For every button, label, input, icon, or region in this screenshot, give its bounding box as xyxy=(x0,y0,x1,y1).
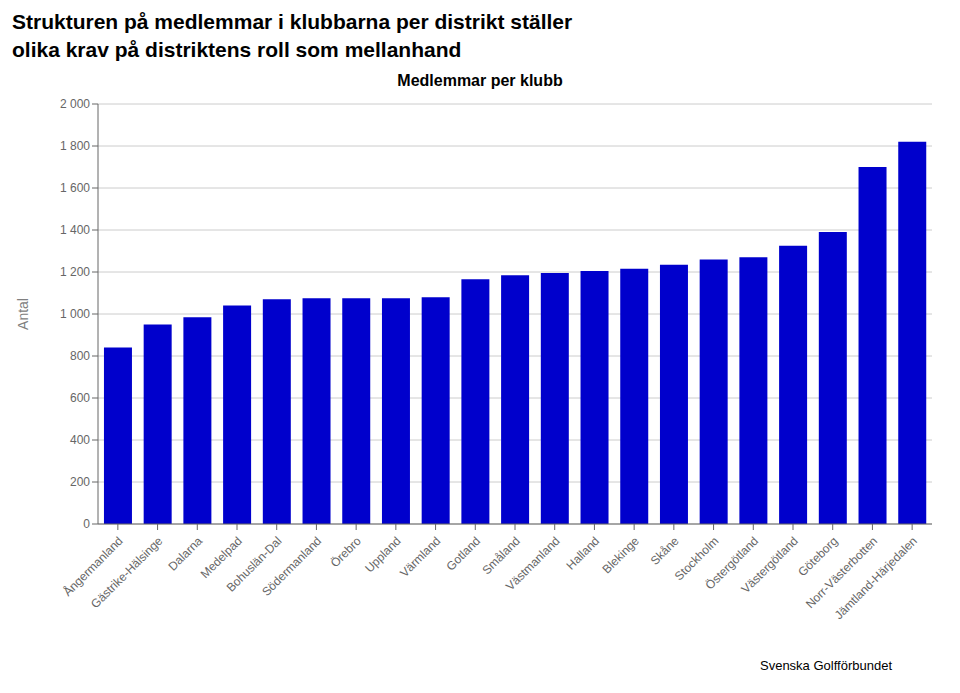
html-text:Medlemmar per klubb: Medlemmar per klubb xyxy=(397,72,563,89)
svg-text:Örebro: Örebro xyxy=(328,534,365,571)
svg-text:Skåne: Skåne xyxy=(648,534,682,568)
svg-text:2 000: 2 000 xyxy=(60,97,90,111)
svg-text:1 600: 1 600 xyxy=(60,181,90,195)
svg-text:400: 400 xyxy=(70,433,90,447)
svg-text:1 400: 1 400 xyxy=(60,223,90,237)
svg-text:600: 600 xyxy=(70,391,90,405)
svg-text:800: 800 xyxy=(70,349,90,363)
html-text:olika krav på distriktens roll: olika krav på distriktens roll som mella… xyxy=(12,38,462,61)
svg-text:1 200: 1 200 xyxy=(60,265,90,279)
svg-text:200: 200 xyxy=(70,475,90,489)
svg-text:Uppland: Uppland xyxy=(362,533,404,576)
svg-text:1 800: 1 800 xyxy=(60,139,90,153)
svg-text:Halland: Halland xyxy=(564,534,603,573)
svg-text:Göteborg: Göteborg xyxy=(795,533,841,580)
svg-text:0: 0 xyxy=(83,517,90,531)
svg-text:Norr-Västerbotten: Norr-Västerbotten xyxy=(803,534,880,611)
svg-text:Småland: Småland xyxy=(479,533,523,578)
svg-text:Södermanland: Södermanland xyxy=(259,534,324,599)
html-text:Strukturen på medlemmar i klub: Strukturen på medlemmar i klubbarna per … xyxy=(12,10,573,33)
svg-text:Bohuslän-Dal: Bohuslän-Dal xyxy=(223,533,285,595)
svg-text:Jämtland-Härjedalen: Jämtland-Härjedalen xyxy=(832,534,920,622)
svg-text:Gästrike-Hälsinge: Gästrike-Hälsinge xyxy=(88,534,166,612)
svg-text:Västmanland: Västmanland xyxy=(503,534,562,593)
svg-text:Antal: Antal xyxy=(15,298,31,330)
svg-text:Värmland: Värmland xyxy=(397,534,443,580)
svg-text:Blekinge: Blekinge xyxy=(599,534,642,577)
svg-text:Västergötland: Västergötland xyxy=(739,534,801,596)
svg-text:Medelpad: Medelpad xyxy=(197,533,245,582)
svg-text:Östergötland: Östergötland xyxy=(702,533,762,593)
svg-text:Gotland: Gotland xyxy=(443,534,483,574)
svg-text:Dalarna: Dalarna xyxy=(165,534,205,574)
svg-text:Stockholm: Stockholm xyxy=(671,533,722,584)
svg-text:1 000: 1 000 xyxy=(60,307,90,321)
svg-text:Ångermanland: Ångermanland xyxy=(60,533,126,599)
html-text:Svenska Golfförbundet: Svenska Golfförbundet xyxy=(760,658,892,673)
